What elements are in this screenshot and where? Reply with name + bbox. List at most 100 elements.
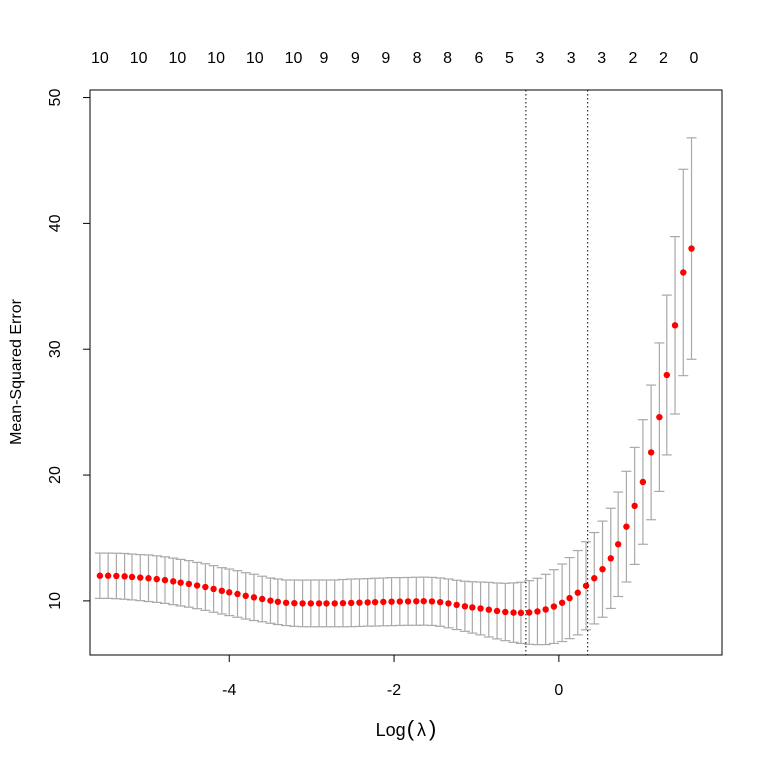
top-axis-label: 10 <box>207 50 225 67</box>
top-axis-label: 10 <box>91 50 109 67</box>
data-point <box>582 582 590 589</box>
data-point <box>218 587 226 595</box>
data-point <box>291 599 298 607</box>
data-point <box>128 573 136 581</box>
data-point <box>202 583 209 591</box>
y-axis-label: Mean-Squared Error <box>8 298 25 445</box>
data-point <box>502 608 509 616</box>
data-point <box>517 609 525 617</box>
data-point <box>688 245 695 252</box>
top-axis-label: 5 <box>505 50 514 67</box>
data-point <box>193 582 201 589</box>
data-point <box>647 449 655 456</box>
y-tick-label: 10 <box>47 592 64 610</box>
x-axis-label: Log(λ) <box>376 716 437 741</box>
data-point <box>185 580 193 588</box>
data-point <box>177 579 184 586</box>
y-tick-label: 50 <box>47 89 64 107</box>
data-point <box>307 600 315 607</box>
data-point <box>388 598 395 605</box>
data-point <box>550 603 558 610</box>
x-axis-label-open-paren: ( <box>407 716 415 741</box>
data-point <box>145 575 152 582</box>
data-point <box>558 599 566 606</box>
data-point <box>420 597 427 605</box>
data-point <box>170 578 177 585</box>
data-point <box>656 413 663 421</box>
top-axis-label: 8 <box>443 50 452 67</box>
data-point <box>436 598 444 606</box>
data-point <box>599 565 606 573</box>
top-axis-label: 6 <box>474 50 483 67</box>
data-point <box>453 601 460 609</box>
top-axis-label: 3 <box>535 50 544 67</box>
data-point <box>461 603 469 610</box>
data-point <box>510 609 517 616</box>
top-axis-label: 9 <box>351 50 360 67</box>
data-point <box>259 595 266 603</box>
top-axis-label: 2 <box>659 50 668 67</box>
data-point <box>671 322 679 329</box>
data-point <box>591 575 598 582</box>
x-tick-label: 0 <box>554 682 563 699</box>
data-point <box>137 574 144 581</box>
top-axis-label: 9 <box>320 50 329 67</box>
data-point <box>396 598 404 605</box>
x-tick-label: -2 <box>387 682 401 699</box>
data-point <box>250 594 258 601</box>
data-point <box>331 600 338 607</box>
data-point <box>428 598 436 605</box>
data-point <box>493 607 501 615</box>
x-axis-label-close-paren: ) <box>429 716 436 741</box>
data-point <box>663 371 670 379</box>
plot-frame <box>89 89 723 656</box>
data-point <box>371 598 379 606</box>
data-point <box>339 599 347 607</box>
x-axis-label-symbol: λ <box>417 720 426 740</box>
top-axis-label: 10 <box>130 50 148 67</box>
data-point <box>469 604 476 611</box>
data-point <box>639 478 647 486</box>
y-tick-label: 20 <box>47 466 64 484</box>
top-axis-label: 10 <box>168 50 186 67</box>
data-point <box>614 541 622 548</box>
data-point <box>315 600 323 607</box>
top-axis-label: 3 <box>567 50 576 67</box>
data-point <box>542 606 549 613</box>
data-point <box>445 600 452 607</box>
x-tick-label: -4 <box>222 682 236 699</box>
data-point <box>267 597 274 604</box>
x-axis: -4 -2 0 <box>222 654 563 699</box>
data-point <box>153 575 160 583</box>
data-point <box>525 609 533 616</box>
data-point <box>113 572 120 580</box>
top-axis-label: 2 <box>629 50 638 67</box>
data-point <box>380 598 387 606</box>
data-point <box>623 523 630 530</box>
top-axis-label: 10 <box>285 50 303 67</box>
top-axis-label: 8 <box>413 50 422 67</box>
x-axis-label-prefix: Log <box>376 720 406 740</box>
data-point <box>121 573 128 580</box>
data-point <box>348 599 355 607</box>
data-point <box>413 598 420 605</box>
top-axis-label: 10 <box>246 50 264 67</box>
data-point <box>161 576 169 584</box>
data-point <box>356 599 363 606</box>
data-point <box>226 589 233 596</box>
data-point <box>96 572 104 579</box>
error-bars <box>94 137 697 646</box>
data-point <box>210 585 217 593</box>
data-point <box>485 606 493 613</box>
data-point <box>607 555 614 562</box>
data-point <box>574 589 582 596</box>
data-points <box>96 245 695 617</box>
data-point <box>477 605 484 612</box>
data-point <box>680 269 687 276</box>
top-axis: 10 10 10 10 10 10 9 9 9 8 8 6 5 3 3 3 2 2 0 <box>91 50 699 67</box>
y-tick-label: 30 <box>47 340 64 358</box>
data-point <box>242 592 249 600</box>
top-axis-label: 0 <box>690 50 699 67</box>
top-axis-label: 9 <box>381 50 390 67</box>
